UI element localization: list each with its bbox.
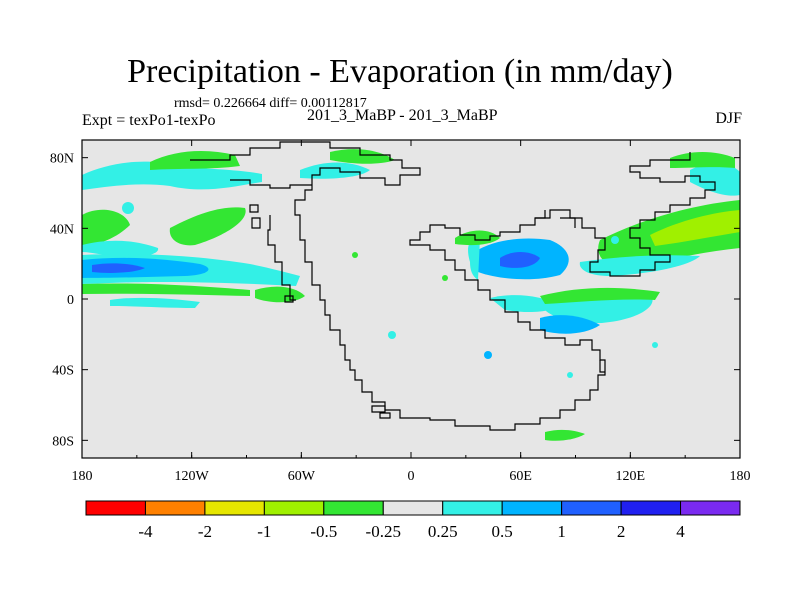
colorbar-box bbox=[620, 500, 682, 516]
contour-cyan-west bbox=[110, 297, 200, 308]
coastline-north-east bbox=[535, 210, 576, 228]
contour-green-warm-pool bbox=[540, 287, 660, 304]
coastline-main bbox=[190, 141, 716, 431]
contour-green-equatorial bbox=[82, 283, 250, 296]
lat-tick-label: 0 bbox=[67, 293, 74, 308]
coastline-south-east-coast bbox=[599, 360, 605, 373]
colorbar-label: -0.25 bbox=[366, 522, 401, 541]
contour-spot-1 bbox=[122, 202, 134, 214]
coastline-north-landmass bbox=[230, 179, 312, 189]
colorbar-label: -4 bbox=[138, 522, 153, 541]
lon-tick-label: 60W bbox=[288, 469, 316, 484]
colorbar-label: 1 bbox=[557, 522, 566, 541]
contour-spot-6 bbox=[611, 236, 619, 244]
colorbar bbox=[85, 500, 741, 516]
contour-blue-warm-pool bbox=[540, 315, 600, 334]
colorbar-label: -0.5 bbox=[310, 522, 337, 541]
lon-tick-label: 180 bbox=[730, 469, 751, 484]
contour-green-southern bbox=[545, 429, 585, 441]
contour-cyan-north-pacific bbox=[82, 161, 262, 190]
lat-tick-label: 40S bbox=[52, 364, 74, 379]
lon-tick-label: 180 bbox=[72, 469, 93, 484]
coastlines bbox=[190, 141, 716, 431]
contour-lightgreen-nw-pacific bbox=[650, 210, 740, 246]
contour-cyan-north-east-asia bbox=[690, 163, 740, 196]
colorbar-label: 2 bbox=[617, 522, 626, 541]
axis-ticks bbox=[81, 140, 741, 458]
contour-spot-7 bbox=[652, 342, 658, 348]
colorbar-box bbox=[85, 500, 146, 516]
colorbar-label: -1 bbox=[257, 522, 271, 541]
lon-tick-label: 0 bbox=[408, 469, 415, 484]
contour-spot-8 bbox=[567, 372, 573, 378]
experiment-label: Expt = texPo1-texPo bbox=[82, 112, 216, 129]
contour-spot-5 bbox=[442, 275, 448, 281]
coastline-inner-sea bbox=[249, 204, 261, 229]
case-label: 201_3_MaBP - 201_3_MaBP bbox=[307, 107, 498, 124]
colorbar-box bbox=[561, 500, 622, 516]
coastline-south-islands bbox=[371, 405, 391, 419]
contour-spot-3 bbox=[484, 351, 492, 359]
contour-green-midlat-pacific bbox=[82, 209, 130, 248]
contour-blue-itcz bbox=[82, 257, 209, 278]
contour-spot-2 bbox=[388, 331, 396, 339]
contour-green-central-pacific bbox=[169, 207, 246, 246]
field-contours bbox=[82, 149, 740, 441]
colorbar-label: 0.5 bbox=[492, 522, 513, 541]
colorbar-box bbox=[382, 500, 444, 516]
colorbar-box bbox=[144, 500, 206, 516]
colorbar-box bbox=[501, 500, 563, 516]
colorbar-labels: -4 -2 -1 -0.5 -0.25 0.25 0.5 1 2 4 bbox=[138, 522, 685, 541]
contour-cyan-indian bbox=[468, 238, 480, 280]
colorbar-label: 4 bbox=[676, 522, 685, 541]
lat-tick-label: 80N bbox=[50, 152, 74, 167]
colorbar-label: 0.25 bbox=[428, 522, 458, 541]
contour-darkblue-itcz bbox=[92, 263, 145, 273]
coastline-island-1 bbox=[284, 295, 294, 303]
colorbar-box bbox=[323, 500, 384, 516]
axis-tick-labels: 180 120W 60W 0 60E 120E 180 80N 40N 0 40S 80S bbox=[50, 152, 751, 484]
contour-green-arabian bbox=[455, 230, 500, 246]
contour-spot-4 bbox=[352, 252, 358, 258]
colorbar-box bbox=[263, 500, 325, 516]
lon-tick-label: 120E bbox=[616, 469, 646, 484]
colorbar-box bbox=[442, 500, 503, 516]
colorbar-box bbox=[204, 500, 265, 516]
colorbar-label: -2 bbox=[198, 522, 212, 541]
lon-tick-label: 120W bbox=[175, 469, 210, 484]
contour-green-north-east-asia bbox=[670, 152, 735, 168]
contour-cyan-subtropical-pacific bbox=[82, 240, 159, 257]
contour-darkblue-indian bbox=[500, 252, 540, 268]
coastline-west-coast bbox=[267, 215, 296, 301]
lon-tick-label: 60E bbox=[509, 469, 532, 484]
plot-title: Precipitation - Evaporation (in mm/day) bbox=[127, 53, 673, 90]
lat-tick-label: 80S bbox=[52, 434, 74, 449]
lat-tick-label: 40N bbox=[50, 222, 74, 237]
contour-green-north-atlantic bbox=[330, 149, 395, 164]
season-label: DJF bbox=[715, 110, 742, 127]
colorbar-box bbox=[680, 500, 741, 516]
statistics-text: rmsd= 0.226664 diff= 0.00112817 bbox=[174, 96, 367, 111]
